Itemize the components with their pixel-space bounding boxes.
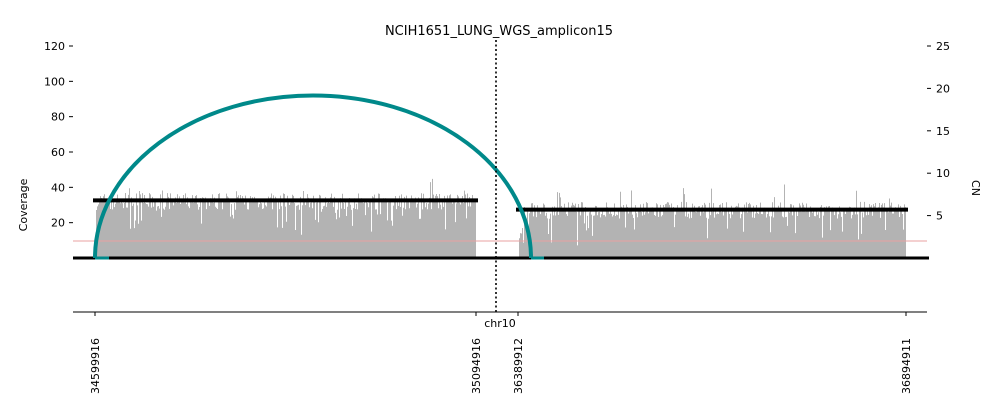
y2-tick-label: 25 [936, 40, 950, 53]
y-tick-label: 60 [51, 146, 65, 159]
x-tick-label: 36389912 [512, 338, 525, 394]
y2-tick-label: 5 [936, 210, 943, 223]
breakpoint-arc [93, 93, 533, 259]
y2-tick-label: 10 [936, 167, 950, 180]
y-tick-label: 120 [44, 40, 65, 53]
x-tick-label: 34599916 [89, 338, 102, 394]
x-tick-label: 36894911 [900, 338, 913, 394]
coverage-bars [96, 178, 906, 258]
y-tick-label: 20 [51, 217, 65, 230]
chromosome-label: chr10 [484, 317, 516, 330]
y-tick-label: 100 [44, 75, 65, 88]
y-tick-label: 80 [51, 111, 65, 124]
y-axis-label: Coverage [17, 178, 30, 231]
chart-title: NCIH1651_LUNG_WGS_amplicon15 [385, 24, 613, 39]
y2-tick-label: 15 [936, 125, 950, 138]
y2-axis-label: CN [969, 180, 982, 196]
plot-area: 20 40 60 80 100 120 5 10 15 20 25 34599916 35094916 3… [44, 40, 950, 394]
y-tick-label: 40 [51, 181, 65, 194]
x-tick-label: 35094916 [470, 338, 483, 394]
y2-tick-label: 20 [936, 82, 950, 95]
